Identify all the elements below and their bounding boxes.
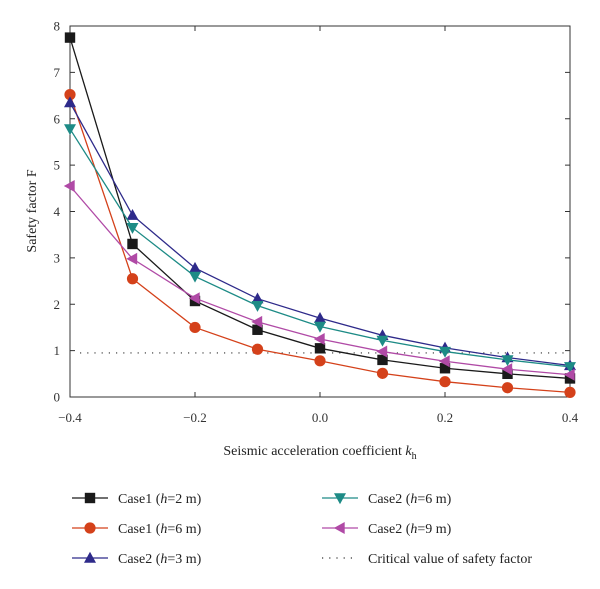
data-point — [501, 363, 513, 376]
legend-item: Case2 (h=6 m) — [322, 492, 452, 507]
data-point — [127, 238, 138, 250]
legend-item-critical: Critical value of safety factor — [322, 552, 532, 567]
y-tick-label: 3 — [54, 250, 61, 265]
x-axis-label-sub: h — [412, 451, 417, 462]
data-point — [188, 292, 200, 305]
legend: Case1 (h=2 m) Case1 (h=6 m) Case2 (h=3 m) C… — [72, 492, 532, 567]
data-point — [126, 273, 139, 285]
legend-item: Case1 (h=2 m) — [72, 492, 202, 507]
y-tick-label: 5 — [54, 158, 61, 173]
y-tick-label: 6 — [54, 111, 61, 126]
legend-label: Case1 (h=6 m) — [118, 522, 202, 537]
legend-label: Case2 (h=6 m) — [368, 492, 452, 507]
data-point — [564, 362, 576, 374]
y-tick-label: 4 — [54, 204, 61, 219]
legend-item: Case1 (h=6 m) — [72, 522, 202, 537]
data-point — [314, 321, 326, 333]
data-point — [126, 209, 139, 220]
x-tick-label: 0.0 — [312, 410, 328, 425]
data-point — [189, 271, 201, 283]
legend-marker — [84, 522, 96, 534]
series-group — [63, 32, 576, 398]
x-axis-label-main: Seismic acceleration coefficient — [223, 444, 405, 459]
data-point — [564, 373, 576, 384]
legend-marker — [84, 492, 96, 504]
series-4 — [64, 124, 576, 374]
data-point — [376, 367, 389, 379]
y-tick-label: 7 — [54, 65, 61, 80]
data-point — [564, 386, 576, 398]
data-point — [314, 311, 326, 323]
data-point — [251, 300, 264, 312]
data-point — [439, 363, 451, 374]
legend-label: Case1 (h=2 m) — [118, 492, 202, 507]
x-tick-label: 0.4 — [562, 410, 579, 425]
data-point — [251, 292, 264, 304]
legend-label: Case2 (h=9 m) — [368, 522, 452, 537]
data-point — [63, 179, 75, 192]
x-axis-label: Seismic acceleration coefficient kh — [223, 444, 416, 462]
series-5 — [63, 179, 575, 381]
legend-item: Case2 (h=9 m) — [322, 522, 452, 537]
data-point — [251, 343, 264, 355]
data-point — [439, 376, 451, 388]
data-point — [438, 355, 450, 368]
legend-label-critical: Critical value of safety factor — [368, 552, 532, 567]
data-point — [563, 368, 575, 381]
data-point — [501, 382, 514, 394]
data-point — [314, 355, 326, 367]
data-point — [189, 321, 201, 334]
y-tick-label: 2 — [54, 297, 61, 312]
data-point — [501, 355, 514, 367]
data-point — [252, 324, 263, 335]
data-point — [313, 333, 325, 346]
data-point — [314, 343, 326, 354]
data-point — [376, 345, 388, 358]
legend-label: Case2 (h=3 m) — [118, 552, 202, 567]
x-axis-label-var: k — [405, 444, 412, 459]
data-point — [64, 89, 76, 101]
legend-item: Case2 (h=3 m) — [72, 551, 202, 567]
x-tick-label: 0.2 — [437, 410, 453, 425]
data-point — [439, 346, 451, 358]
y-tick-label: 8 — [54, 19, 61, 34]
y-tick-label: 0 — [54, 390, 61, 405]
data-point — [64, 96, 76, 108]
data-point — [64, 32, 76, 43]
data-point — [377, 354, 388, 366]
axis-ticks: 0 1 2 3 4 5 6 7 8 −0.4 −0.2 0.0 0.2 0.4 — [54, 19, 579, 426]
legend-marker — [334, 493, 346, 505]
data-point — [376, 335, 389, 347]
legend-marker — [333, 522, 345, 534]
series-2 — [64, 89, 576, 398]
x-tick-label: −0.2 — [183, 410, 207, 425]
data-point — [64, 124, 76, 136]
data-point — [251, 315, 263, 328]
data-point — [502, 368, 513, 380]
y-axis-label: Safety factor F — [25, 169, 40, 252]
x-tick-label: −0.4 — [58, 410, 82, 425]
data-point — [126, 252, 138, 265]
legend-marker — [84, 551, 96, 563]
y-tick-label: 1 — [54, 343, 61, 358]
data-point — [126, 223, 139, 234]
data-point — [189, 261, 201, 273]
